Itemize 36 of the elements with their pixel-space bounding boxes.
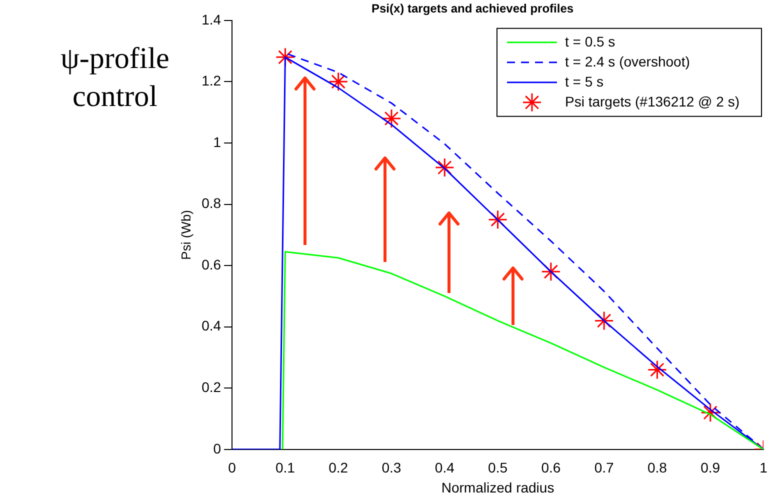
y-tick-label: 1.4 bbox=[202, 11, 222, 28]
point bbox=[488, 210, 508, 230]
legend-label: Psi targets (#136212 @ 2 s) bbox=[564, 93, 740, 110]
x-tick-label: 0.1 bbox=[275, 460, 296, 476]
x-tick-label: 0.5 bbox=[488, 460, 508, 476]
legend-label: t = 2.4 s (overshoot) bbox=[564, 53, 690, 70]
point bbox=[647, 360, 667, 380]
x-tick-label: 0 bbox=[228, 460, 236, 476]
legend-label: t = 0.5 s bbox=[564, 33, 616, 50]
point bbox=[434, 158, 454, 178]
y-tick-label: 0.4 bbox=[202, 318, 222, 334]
x-tick-label: 0.6 bbox=[541, 460, 561, 476]
chart-title: Psi(x) targets and achieved profiles bbox=[371, 2, 574, 16]
x-tick-label: 0.2 bbox=[328, 460, 348, 476]
point bbox=[328, 72, 348, 92]
point bbox=[541, 262, 561, 282]
x-axis-title: Normalized radius bbox=[441, 479, 554, 496]
x-tick-label: 0.3 bbox=[382, 460, 402, 476]
point bbox=[275, 47, 295, 67]
y-tick-label: 1.2 bbox=[202, 72, 222, 89]
point bbox=[594, 310, 614, 330]
point bbox=[700, 402, 720, 422]
y-axis-title: Psi (Wb) bbox=[178, 210, 194, 260]
y-tick-label: 1 bbox=[213, 134, 222, 150]
y-tick-label: 0.2 bbox=[202, 378, 222, 395]
y-tick-label: 0 bbox=[213, 440, 222, 456]
y-tick-label: 0.8 bbox=[202, 195, 222, 212]
x-tick-label: 0.8 bbox=[647, 460, 668, 476]
point bbox=[382, 108, 402, 128]
text: ψ-profile control bbox=[60, 41, 170, 115]
y-tick-label: 0.6 bbox=[202, 256, 222, 272]
x-tick-label: 0.9 bbox=[700, 460, 720, 476]
x-tick-label: 0.4 bbox=[434, 460, 455, 476]
x-tick-label: 1 bbox=[760, 460, 768, 476]
x-tick-label: 0.7 bbox=[594, 460, 614, 476]
legend-label: t = 5 s bbox=[564, 73, 604, 90]
